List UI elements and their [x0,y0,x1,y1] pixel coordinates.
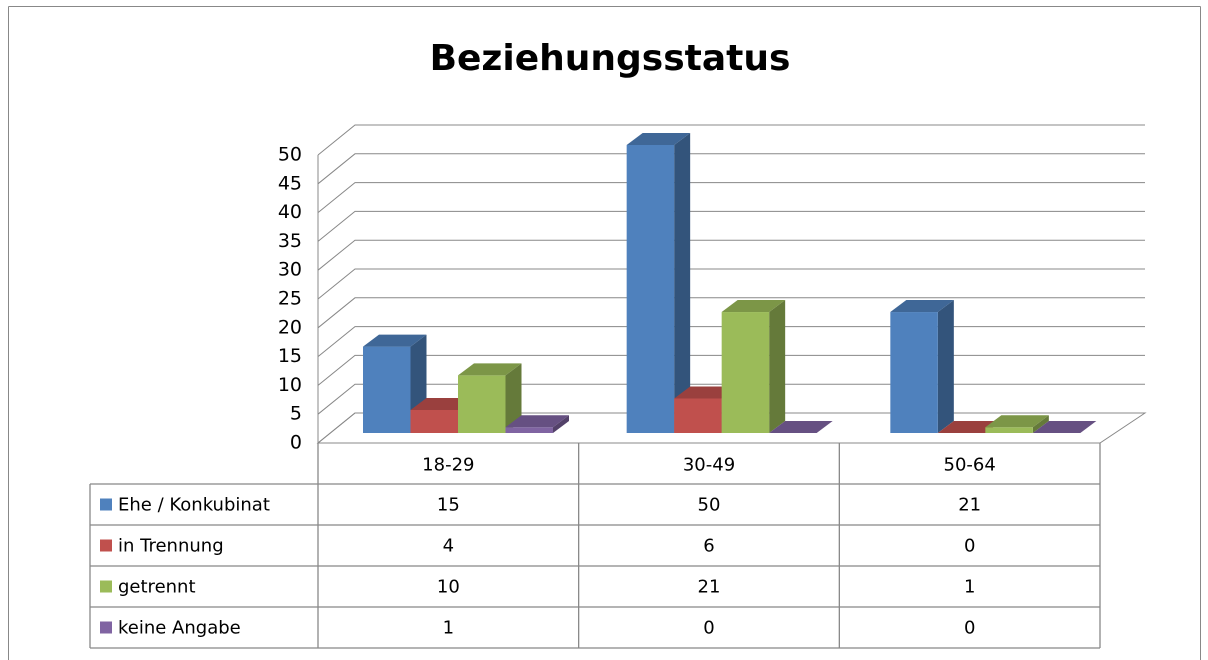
legend-label: getrennt [118,577,196,598]
bar-top [721,300,786,313]
y-tick-label: 40 [278,201,302,223]
y-tick-label: 20 [278,316,302,338]
legend-swatch [100,580,112,593]
grid-line [317,182,1145,213]
table-value: 0 [964,536,975,557]
y-tick-label: 50 [278,144,302,166]
bar-top [458,363,522,376]
grid-line [317,210,1145,242]
legend-label: in Trennung [118,536,224,557]
y-tick-label: 0 [290,432,302,454]
grid-line [317,354,1145,386]
table-value: 15 [437,495,460,516]
bar-front [890,312,938,433]
grid-line [317,412,1145,444]
bar-side [674,133,691,433]
table-value: 50 [698,495,721,516]
chart-title: Beziehungsstatus [430,38,791,79]
bar-top [769,421,833,433]
legend-swatch [100,621,112,634]
bar [721,300,786,433]
x-tick-label: 18-29 [422,455,474,476]
bar [505,415,569,433]
grid-line [317,326,1145,357]
legend-label: Ehe / Konkubinat [118,495,270,516]
y-tick-label: 45 [278,172,302,194]
bar-front [505,427,553,433]
bar [458,363,522,433]
grid-line [317,124,1145,156]
x-tick-label: 50-64 [944,455,996,476]
grid-line [317,297,1145,329]
bar-top [890,300,954,313]
bar-front [410,409,458,433]
table-value: 0 [964,618,975,639]
bar-top [985,415,1049,428]
grid-line [317,268,1145,300]
x-tick-label: 30-49 [683,455,735,476]
bar [626,133,691,433]
table-value: 0 [703,618,714,639]
bar-top [626,133,691,145]
y-tick-label: 15 [278,345,302,367]
table-value: 1 [964,577,975,598]
table-value: 1 [443,618,454,639]
table-value: 21 [698,577,721,598]
legend-swatch [100,539,112,552]
bar [769,421,833,433]
bar [1032,421,1097,433]
y-tick-label: 30 [278,259,302,281]
bar-side [937,300,954,433]
bar-side [1032,415,1049,433]
table-value: 6 [703,536,714,557]
bar-side [769,300,786,433]
bar-front [363,346,411,433]
bar-top [1032,421,1097,433]
bar [890,300,954,433]
bar-front [721,312,770,433]
y-tick-label: 10 [278,374,302,396]
bar-front [626,145,675,433]
table-value: 10 [437,577,460,598]
bar-front [985,427,1033,433]
table-value: 4 [443,536,454,557]
bar-side [505,363,522,433]
y-tick-label: 25 [278,288,302,310]
grid-line [317,239,1145,271]
bar-front [458,375,506,433]
grid-line [317,383,1145,415]
bar-top [363,334,427,347]
table-value: 21 [958,495,981,516]
legend-label: keine Angabe [118,618,241,639]
bar-top [505,415,569,428]
bar [985,415,1049,433]
bar-front [674,398,722,433]
y-tick-label: 35 [278,230,302,252]
bar-side [553,415,569,433]
legend-swatch [100,498,112,511]
grid-line [317,153,1145,185]
y-tick-label: 5 [290,403,302,425]
